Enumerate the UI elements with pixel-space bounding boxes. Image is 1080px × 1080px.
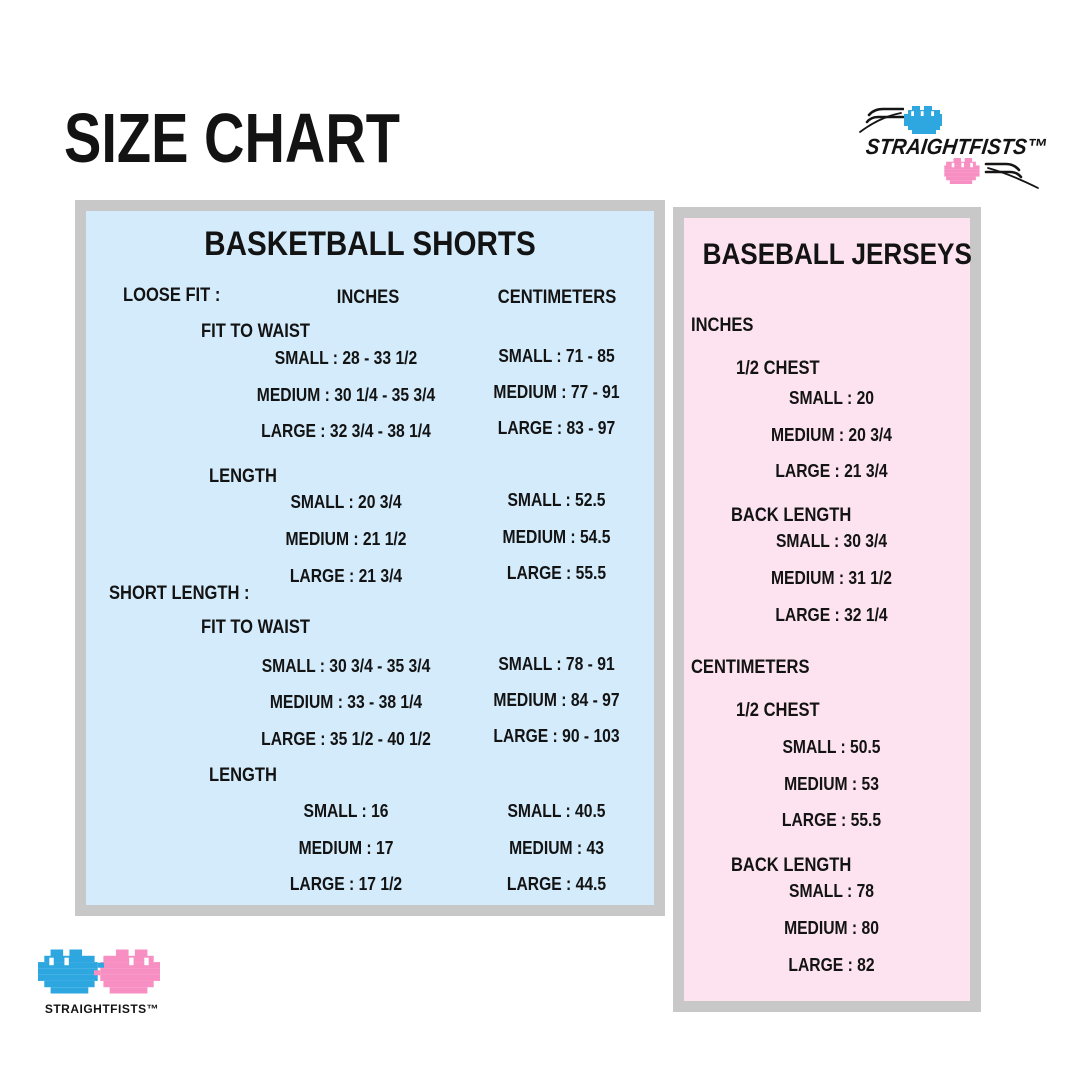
bj-in-back-large: LARGE : 32 1/4 xyxy=(775,605,888,625)
baseball-jerseys-panel: BASEBALL JERSEYS INCHES 1/2 CHEST SMALL … xyxy=(673,207,981,1012)
bb-loose-length-cm-large: LARGE : 55.5 xyxy=(506,563,607,583)
bj-cm-chest-small: SMALL : 50.5 xyxy=(782,737,881,757)
bj-cm-chest-medium: MEDIUM : 53 xyxy=(784,774,879,794)
section-label-fit-to-waist: FIT TO WAIST xyxy=(201,617,310,638)
brand-logo-top-right: STRAIGHTFISTS™ xyxy=(858,98,1049,198)
section-label-length: LENGTH xyxy=(209,765,277,786)
bb-loose-waist-cm-medium: MEDIUM : 77 - 91 xyxy=(493,382,620,402)
fist-bump-icon xyxy=(38,949,160,994)
bj-in-chest-medium: MEDIUM : 20 3/4 xyxy=(771,425,892,445)
bj-cm-back-large: LARGE : 82 xyxy=(788,955,875,975)
brand-name: STRAIGHTFISTS™ xyxy=(864,134,1049,159)
bj-cm-back-medium: MEDIUM : 80 xyxy=(784,918,879,938)
bb-loose-waist-cm-large: LARGE : 83 - 97 xyxy=(497,418,616,438)
short-length-label: SHORT LENGTH : xyxy=(109,583,250,604)
bb-short-waist-cm-large: LARGE : 90 - 103 xyxy=(493,726,620,746)
bb-loose-length-in-medium: MEDIUM : 21 1/2 xyxy=(285,529,407,549)
brand-caption: STRAIGHTFISTS™ xyxy=(44,1002,160,1016)
bj-in-chest-small: SMALL : 20 xyxy=(789,388,874,408)
bb-short-waist-in-medium: MEDIUM : 33 - 38 1/4 xyxy=(269,692,423,712)
brand-logo-bottom-left: STRAIGHTFISTS™ xyxy=(36,946,168,1018)
section-label-back-length: BACK LENGTH xyxy=(731,855,852,876)
speed-lines-icon xyxy=(859,107,904,133)
bb-loose-waist-in-medium: MEDIUM : 30 1/4 - 35 3/4 xyxy=(256,385,436,405)
section-label-half-chest: 1/2 CHEST xyxy=(736,700,820,721)
bb-loose-length-cm-small: SMALL : 52.5 xyxy=(507,490,606,510)
bb-short-length-in-medium: MEDIUM : 17 xyxy=(298,838,394,858)
centimeters-column-header: CENTIMETERS xyxy=(497,287,617,308)
bb-short-length-cm-small: SMALL : 40.5 xyxy=(507,801,606,821)
bb-short-waist-cm-small: SMALL : 78 - 91 xyxy=(498,654,615,674)
bb-short-waist-cm-medium: MEDIUM : 84 - 97 xyxy=(493,690,620,710)
unit-label-inches: INCHES xyxy=(691,315,754,336)
bb-short-length-cm-medium: MEDIUM : 43 xyxy=(509,838,604,858)
bb-loose-waist-cm-small: SMALL : 71 - 85 xyxy=(498,346,615,366)
bb-short-length-cm-large: LARGE : 44.5 xyxy=(506,874,607,894)
basketball-shorts-panel: BASKETBALL SHORTS LOOSE FIT : INCHES CEN… xyxy=(75,200,665,916)
bb-short-waist-in-large: LARGE : 35 1/2 - 40 1/2 xyxy=(261,729,431,749)
baseball-panel-title: BASEBALL JERSEYS xyxy=(702,238,972,271)
bb-short-length-in-large: LARGE : 17 1/2 xyxy=(289,874,403,894)
bb-short-waist-in-small: SMALL : 30 3/4 - 35 3/4 xyxy=(261,656,431,676)
fist-icon-blue xyxy=(904,106,942,134)
bb-short-length-in-small: SMALL : 16 xyxy=(303,801,389,821)
bj-in-chest-large: LARGE : 21 3/4 xyxy=(775,461,888,481)
bj-in-back-medium: MEDIUM : 31 1/2 xyxy=(771,568,892,588)
section-label-length: LENGTH xyxy=(209,466,277,487)
fist-icon-pink xyxy=(944,158,980,184)
basketball-panel-title: BASKETBALL SHORTS xyxy=(204,225,536,263)
bb-loose-length-in-large: LARGE : 21 3/4 xyxy=(289,566,403,586)
section-label-back-length: BACK LENGTH xyxy=(731,505,852,526)
bb-loose-length-in-small: SMALL : 20 3/4 xyxy=(290,492,402,512)
page-title: SIZE CHART xyxy=(64,99,400,177)
bb-loose-length-cm-medium: MEDIUM : 54.5 xyxy=(502,527,611,547)
speed-lines-icon xyxy=(984,162,1039,189)
loose-fit-label: LOOSE FIT : xyxy=(123,285,221,306)
section-label-half-chest: 1/2 CHEST xyxy=(736,358,820,379)
inches-column-header: INCHES xyxy=(336,287,400,308)
bj-cm-back-small: SMALL : 78 xyxy=(789,881,874,901)
unit-label-centimeters: CENTIMETERS xyxy=(691,657,810,678)
bb-loose-waist-in-large: LARGE : 32 3/4 - 38 1/4 xyxy=(261,421,431,441)
bj-cm-chest-large: LARGE : 55.5 xyxy=(781,810,882,830)
bb-loose-waist-in-small: SMALL : 28 - 33 1/2 xyxy=(274,348,418,368)
bj-in-back-small: SMALL : 30 3/4 xyxy=(775,531,888,551)
section-label-fit-to-waist: FIT TO WAIST xyxy=(201,321,310,342)
